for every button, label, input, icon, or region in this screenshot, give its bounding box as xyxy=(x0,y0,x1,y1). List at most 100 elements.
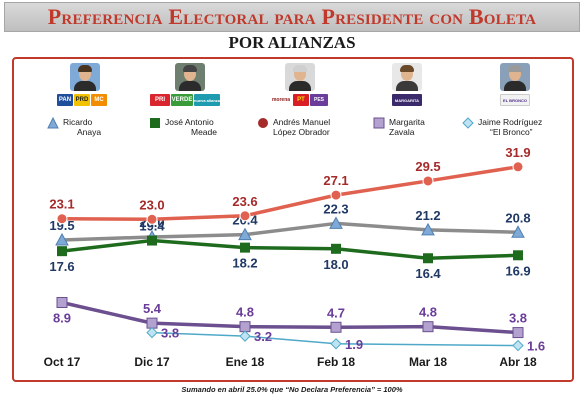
data-label: 4.8 xyxy=(419,305,437,320)
series-2: 23.1 23.0 23.6 27.1 29.5 31.9 xyxy=(49,145,531,225)
data-point xyxy=(57,246,67,257)
data-point xyxy=(330,338,342,350)
candidate-photo-bronco xyxy=(500,63,530,91)
data-point xyxy=(331,243,341,254)
series-4: 3.8 3.2 1.9 1.6 xyxy=(146,326,545,354)
data-point xyxy=(513,250,523,261)
data-label: 3.8 xyxy=(161,326,179,341)
data-label: 3.2 xyxy=(254,329,272,344)
zavala-logo: MARGARITA xyxy=(392,94,422,106)
data-point xyxy=(422,321,434,333)
legend-bronco-line2: “El Bronco” xyxy=(490,127,533,137)
data-point xyxy=(239,321,251,333)
series-line xyxy=(151,331,519,347)
legend-label-anaya: Ricardo Anaya xyxy=(63,117,101,137)
chart-title: Preferencia Electoral para Presidente co… xyxy=(47,4,537,29)
data-label: 16.9 xyxy=(505,263,530,278)
legend-label-zavala: Margarita Zavala xyxy=(389,117,425,137)
legend-amlo-line2: López Obrador xyxy=(273,127,330,137)
party-logos-meade: PRI VERDE nueva alianza xyxy=(150,94,220,106)
data-label: 20.8 xyxy=(505,210,530,225)
pri-logo: PRI xyxy=(150,94,170,106)
series-0: 19.520.020.422.321.220.8 xyxy=(49,201,531,246)
data-point xyxy=(423,253,433,264)
data-point xyxy=(421,222,435,236)
legend-meade-line1: José Antonio xyxy=(165,117,214,127)
legend-marker-meade xyxy=(150,118,160,128)
data-label: 1.6 xyxy=(527,339,545,354)
party-logos-bronco: EL BRONCO xyxy=(500,94,530,106)
data-label: 23.1 xyxy=(49,197,74,212)
data-point xyxy=(330,189,342,201)
data-label: 27.1 xyxy=(323,173,348,188)
title-bar: Preferencia Electoral para Presidente co… xyxy=(4,2,580,32)
data-point xyxy=(146,326,158,339)
verde-logo: VERDE xyxy=(171,94,193,106)
series-line xyxy=(61,238,519,260)
legend-label-amlo: Andrés Manuel López Obrador xyxy=(273,117,330,137)
data-point xyxy=(511,225,525,238)
data-point xyxy=(55,232,69,246)
legend-anaya-line1: Ricardo xyxy=(63,117,93,127)
chart-subtitle: POR ALIANZAS xyxy=(228,33,356,52)
data-label: 17.6 xyxy=(49,259,74,274)
series-3: 8.9 5.4 4.8 4.7 4.8 3.8 xyxy=(53,296,527,339)
data-label: 29.5 xyxy=(415,159,440,174)
legend-anaya-line2: Anaya xyxy=(77,127,102,137)
series-1: 17.6 19.4 18.2 18.0 16.4 16.9 xyxy=(49,219,530,282)
data-point xyxy=(147,235,157,246)
pes-logo: PES xyxy=(310,94,328,106)
x-tick-label: Feb 18 xyxy=(317,355,355,369)
x-tick-label: Abr 18 xyxy=(499,355,537,369)
legend-meade-line2: Meade xyxy=(191,127,217,137)
data-point xyxy=(330,321,342,333)
data-label: 8.9 xyxy=(53,310,71,325)
legend-amlo-line1: Andrés Manuel xyxy=(273,117,331,127)
candidate-photo-zavala xyxy=(392,63,422,91)
data-label: 18.2 xyxy=(232,256,257,271)
party-logos-amlo: morena PT PES xyxy=(270,94,328,106)
data-label: 23.6 xyxy=(232,194,257,209)
legend-label-meade: José Antonio Meade xyxy=(165,117,217,137)
data-label: 22.3 xyxy=(323,201,348,216)
x-tick-label: Ene 18 xyxy=(226,355,265,369)
data-label: 4.8 xyxy=(236,305,254,320)
data-point xyxy=(512,161,524,173)
data-label: 19.4 xyxy=(139,219,165,234)
data-point xyxy=(146,317,158,329)
candidate-photo-amlo xyxy=(285,63,315,91)
x-tick-label: Mar 18 xyxy=(409,355,447,369)
morena-logo: morena xyxy=(270,94,292,106)
series-line xyxy=(61,221,519,242)
data-label: 5.4 xyxy=(143,301,162,316)
data-label: 19.5 xyxy=(49,218,74,233)
data-point xyxy=(239,330,251,342)
series-line xyxy=(61,165,519,222)
legend-zavala-line2: Zavala xyxy=(389,127,415,137)
pan-logo: PAN xyxy=(57,94,73,106)
data-point xyxy=(512,327,524,339)
data-point xyxy=(239,210,251,222)
bronco-logo: EL BRONCO xyxy=(500,94,530,106)
footnote: Sumando en abril 25.0% que “No Declara P… xyxy=(181,385,403,394)
chart-frame xyxy=(12,57,574,382)
data-label: 18.0 xyxy=(323,257,348,272)
candidate-photo-anaya xyxy=(70,63,100,91)
data-label: 31.9 xyxy=(505,145,530,160)
data-point xyxy=(240,242,250,253)
legend-bronco-line1: Jaime Rodríguez xyxy=(478,117,543,127)
party-logos-anaya: PAN PRD MC xyxy=(57,94,107,106)
nueva-alianza-logo: nueva alianza xyxy=(194,94,220,106)
data-point xyxy=(56,213,68,225)
data-point xyxy=(146,213,158,225)
data-point xyxy=(512,339,524,352)
legend-marker-anaya xyxy=(47,117,59,129)
legend-marker-bronco xyxy=(462,117,474,129)
x-tick-label: Oct 17 xyxy=(44,355,81,369)
pt-logo: PT xyxy=(293,94,309,106)
data-label: 16.4 xyxy=(415,266,441,281)
legend-label-bronco: Jaime Rodríguez “El Bronco” xyxy=(478,117,542,137)
data-point xyxy=(329,216,343,229)
data-point xyxy=(422,175,434,187)
